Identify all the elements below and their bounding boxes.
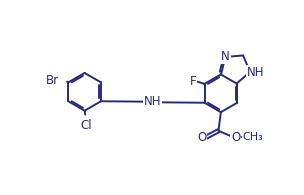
- Text: O: O: [197, 131, 206, 144]
- Text: F: F: [190, 75, 196, 88]
- Text: NH: NH: [144, 96, 161, 108]
- Text: N: N: [221, 50, 230, 63]
- Text: O: O: [231, 131, 240, 144]
- Text: Cl: Cl: [80, 119, 92, 132]
- Text: NH: NH: [247, 66, 264, 79]
- Text: Br: Br: [46, 74, 59, 87]
- Text: CH₃: CH₃: [243, 132, 264, 142]
